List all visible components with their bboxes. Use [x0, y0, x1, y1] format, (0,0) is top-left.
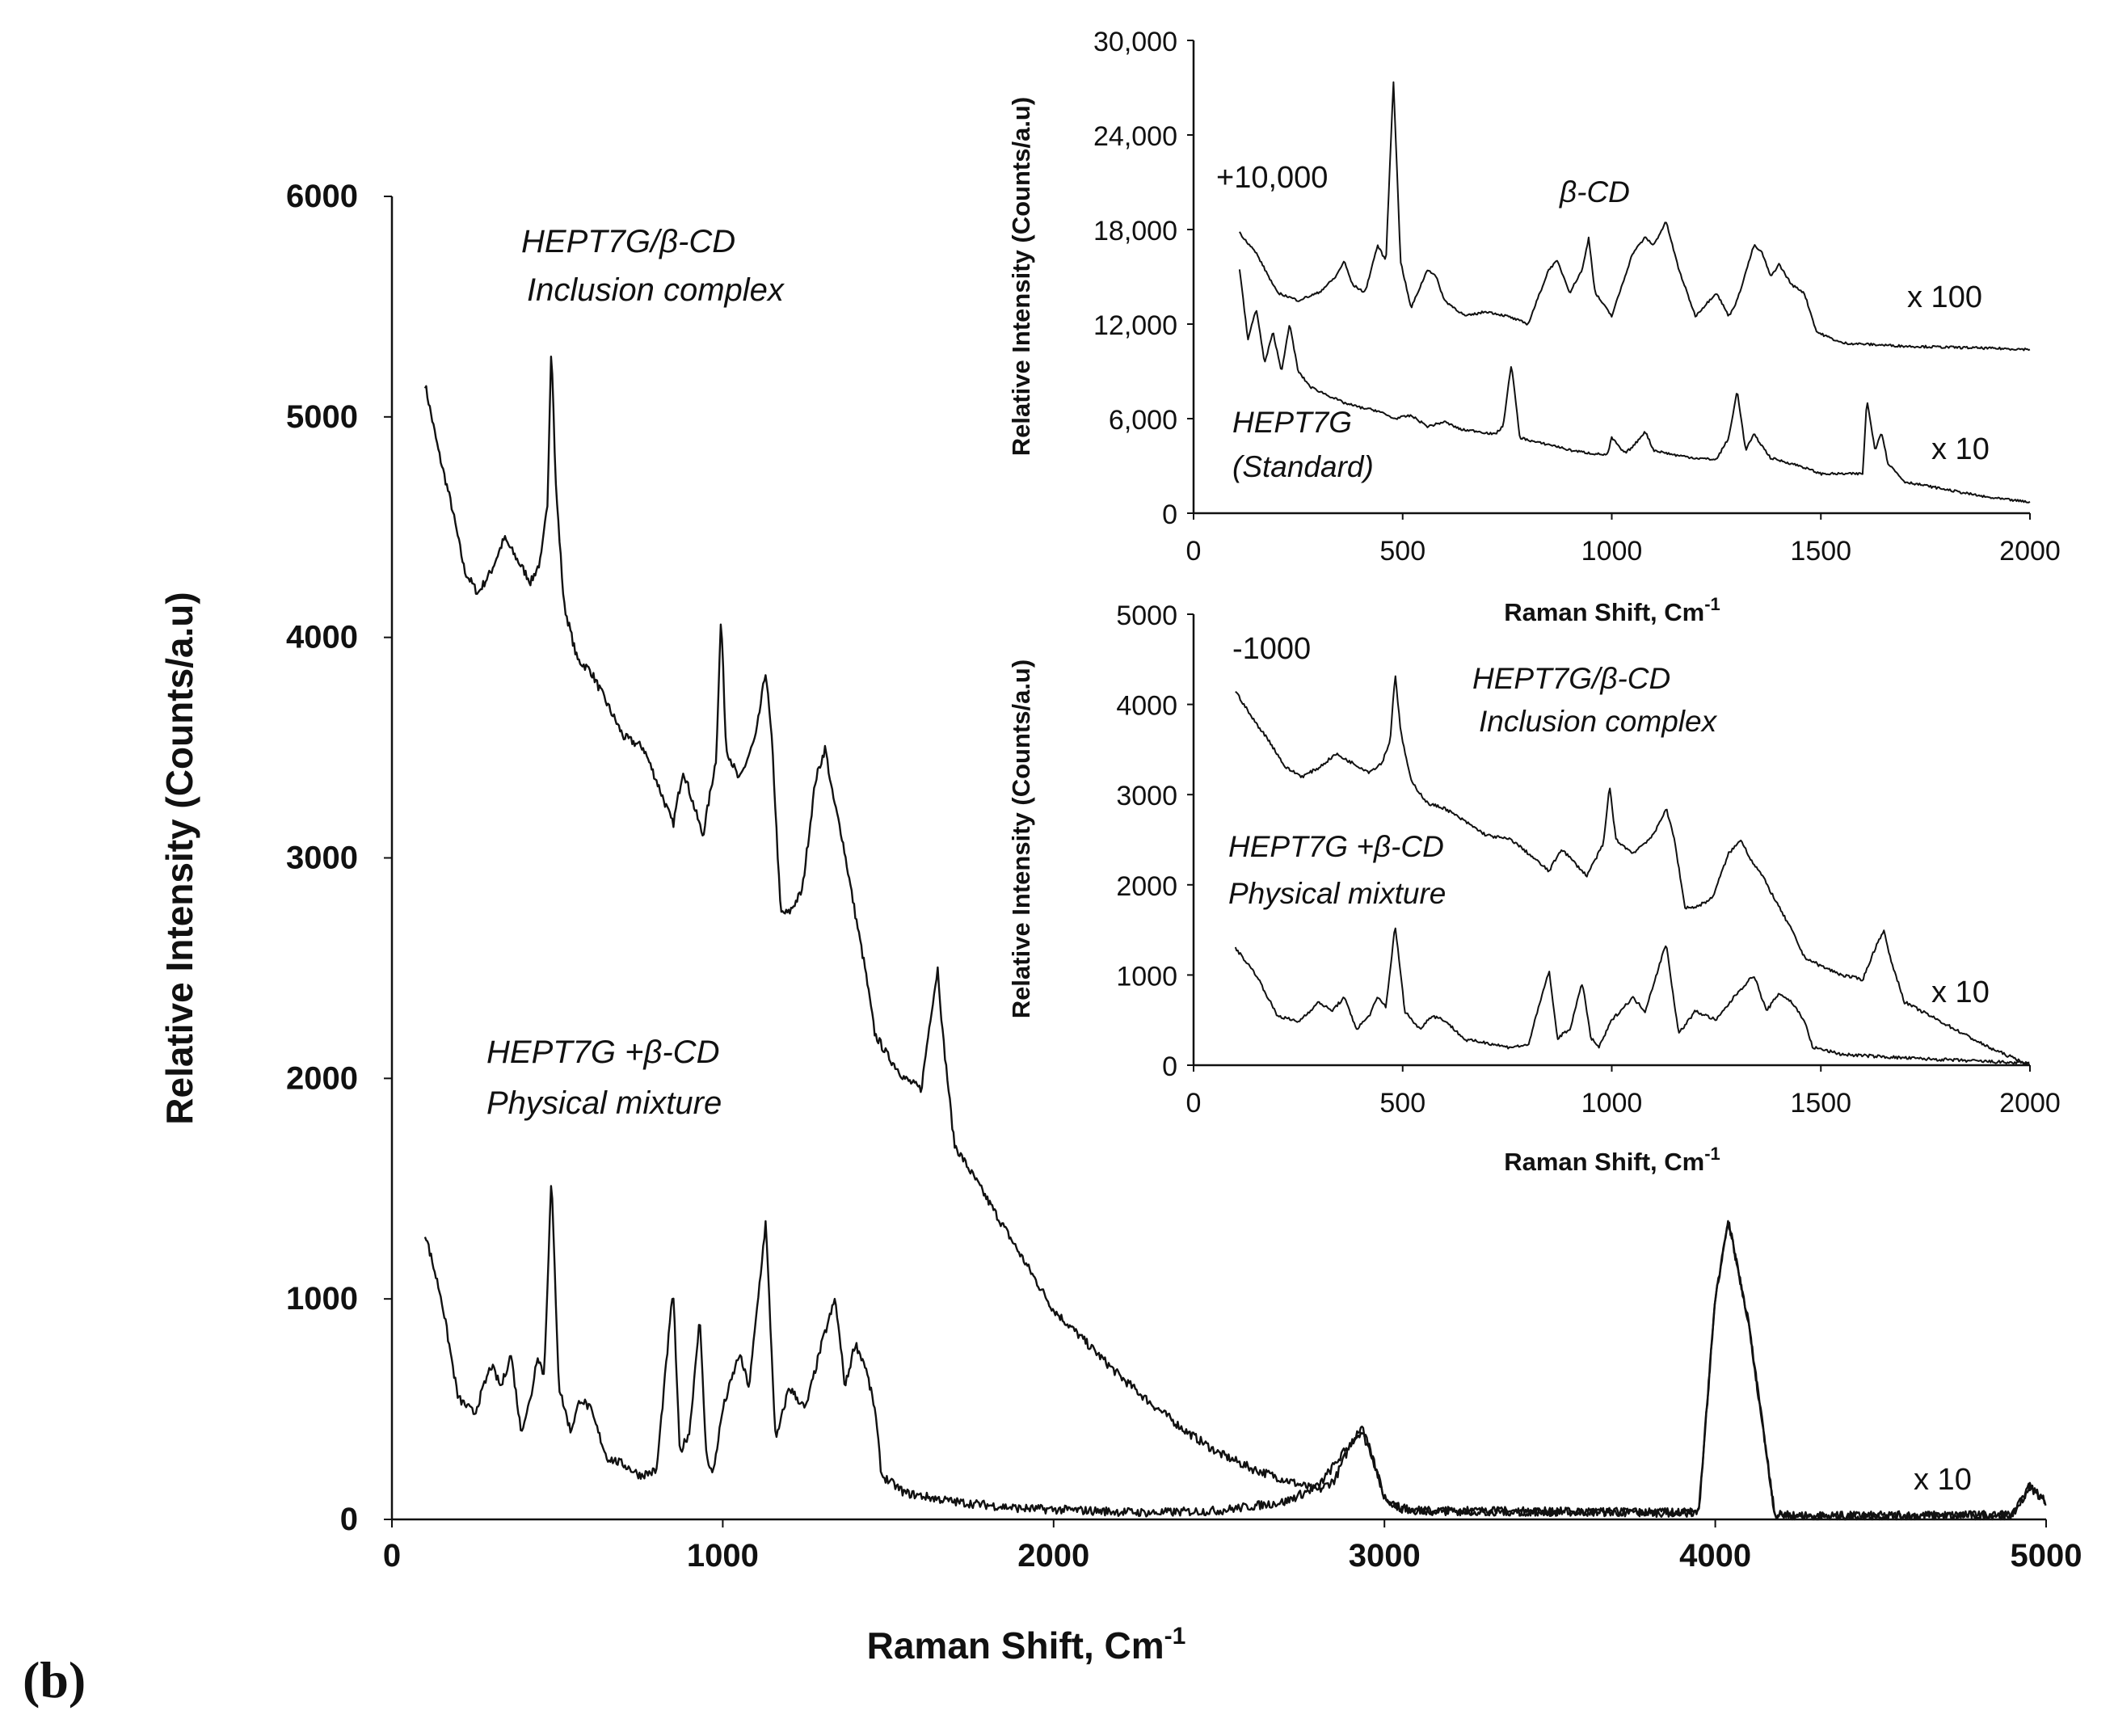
inset-top-y-axis-label: Relative Intensity (Counts/a.u): [1007, 97, 1035, 456]
main-annotation-scale: x 10: [1914, 1463, 1972, 1497]
x-tick-label: 4000: [1679, 1538, 1751, 1574]
inset-top-annotation-scale-10: x 10: [1931, 432, 1990, 466]
inset-top-chart: 0 500 1000 1500 2000 0 6,000 12,000 18,000 24,00…: [1007, 27, 2061, 626]
y-tick-label: 12,000: [1093, 310, 1177, 341]
y-tick-label: 4000: [286, 620, 358, 655]
x-tick-label: 1500: [1790, 536, 1851, 567]
inset-top-annotation-standard: (Standard): [1232, 450, 1374, 483]
inset-bottom-annotation-mixture-desc: Physical mixture: [1228, 877, 1446, 910]
y-tick-label: 1000: [1116, 961, 1177, 992]
series-line-inset_bottom-0: [1235, 675, 2031, 1066]
y-tick-label: 0: [340, 1502, 358, 1537]
inset-top-y-ticks: 0 6,000 12,000 18,000 24,000 30,000: [1093, 27, 1194, 530]
inset-top-annotation-bcd: β-CD: [1559, 175, 1630, 209]
inset-bottom-y-axis-label: Relative Intensity (Counts/a.u): [1007, 659, 1035, 1018]
panel-label: (b): [23, 1651, 86, 1709]
inset-top-x-axis-label: Raman Shift, Cm-1: [1504, 594, 1720, 626]
inset-bottom-annotation-complex-name: HEPT7G/β-CD: [1472, 662, 1670, 695]
inset-top-x-ticks: 0 500 1000 1500 2000: [1186, 513, 2061, 567]
inset-bottom-x-axis-label: Raman Shift, Cm-1: [1504, 1144, 1720, 1176]
x-tick-label: 2000: [1999, 1088, 2061, 1119]
x-tick-label: 2000: [1017, 1538, 1089, 1574]
y-tick-label: 3000: [1116, 781, 1177, 811]
y-tick-label: 30,000: [1093, 27, 1177, 57]
y-tick-label: 3000: [286, 841, 358, 876]
y-tick-label: 4000: [1116, 691, 1177, 722]
inset-top-annotation-hept7g: HEPT7G: [1232, 406, 1352, 439]
inset-bottom-annotation-scale: x 10: [1931, 975, 1990, 1009]
y-tick-label: 6000: [286, 179, 358, 214]
main-annotation-complex-desc: Inclusion complex: [527, 272, 785, 308]
inset-bottom-annotation-mixture-name: HEPT7G +β-CD: [1228, 830, 1444, 863]
y-tick-label: 0: [1162, 499, 1177, 530]
inset-bottom-annotation-complex-desc: Inclusion complex: [1479, 705, 1718, 738]
x-tick-label: 1000: [1581, 536, 1643, 567]
inset-top-annotation-scale-100: x 100: [1907, 280, 1982, 314]
main-annotation-mixture-desc: Physical mixture: [486, 1085, 722, 1121]
main-chart: 0 1000 2000 3000 4000 5000 010002000300040005…: [158, 179, 2082, 1666]
main-series: [423, 356, 2047, 1521]
x-tick-label: 0: [383, 1538, 401, 1574]
inset-bottom-y-ticks: 0 1000 2000 3000 4000 5000: [1116, 600, 1194, 1082]
main-annotation-mixture-name: HEPT7G +β-CD: [486, 1034, 719, 1070]
inset-top-series: [1238, 81, 2031, 504]
y-tick-label: 5000: [1116, 600, 1177, 631]
x-tick-label: 2000: [1999, 536, 2061, 567]
main-x-axis-label: Raman Shift, Cm-1: [867, 1623, 1186, 1666]
main-annotation-complex-name: HEPT7G/β-CD: [521, 224, 735, 259]
inset-bottom-annotation-offset: -1000: [1232, 632, 1311, 666]
y-tick-label: 2000: [286, 1060, 358, 1096]
x-tick-label: 500: [1379, 536, 1425, 567]
series-line-inset_top-1: [1238, 269, 2031, 504]
series-line-inset_bottom-1: [1234, 927, 2030, 1065]
series-line-inset_top-0: [1239, 81, 2031, 352]
series-line-main-1: [423, 1185, 2047, 1521]
inset-bottom-series: [1234, 675, 2031, 1066]
main-y-axis-label: Relative Intensity (Counts/a.u): [158, 592, 200, 1124]
inset-bottom-chart: 0 500 1000 1500 2000 0 1000 2000 3000 4000 5000 R…: [1007, 600, 2061, 1176]
x-tick-label: 1000: [687, 1538, 759, 1574]
y-tick-label: 24,000: [1093, 121, 1177, 152]
y-tick-label: 5000: [286, 399, 358, 435]
x-tick-label: 1500: [1790, 1088, 1851, 1119]
x-tick-label: 500: [1379, 1088, 1425, 1119]
x-tick-label: 0: [1186, 536, 1202, 567]
y-tick-label: 1000: [286, 1281, 358, 1317]
inset-top-annotation-offset: +10,000: [1216, 161, 1328, 195]
x-tick-label: 1000: [1581, 1088, 1643, 1119]
main-x-ticks: 0 1000 2000 3000 4000 5000: [383, 1519, 2082, 1574]
main-y-ticks: 0 1000 2000 3000 4000 5000 6000: [286, 179, 392, 1537]
y-tick-label: 0: [1162, 1051, 1177, 1082]
x-tick-label: 5000: [2011, 1538, 2082, 1574]
y-tick-label: 2000: [1116, 871, 1177, 902]
x-tick-label: 3000: [1349, 1538, 1421, 1574]
inset-bottom-x-ticks: 0 500 1000 1500 2000: [1186, 1065, 2061, 1119]
y-tick-label: 6,000: [1109, 405, 1177, 436]
x-tick-label: 0: [1186, 1088, 1202, 1119]
y-tick-label: 18,000: [1093, 216, 1177, 246]
